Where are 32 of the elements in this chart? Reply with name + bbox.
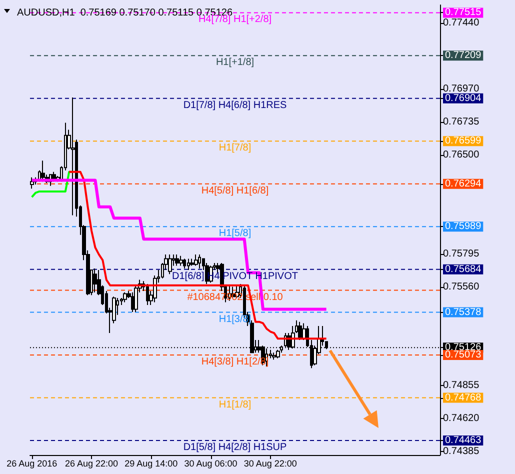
y-tick-label: 0.75684 bbox=[445, 264, 482, 275]
y-tick-label: 0.74385 bbox=[443, 446, 480, 457]
y-tick-label: 0.76904 bbox=[445, 92, 482, 104]
ref-line-label: D1[7/8] H4[6/8] H1RES bbox=[183, 100, 288, 111]
y-tick-label: 0.76294 bbox=[445, 178, 482, 190]
y-tick-label: 0.75989 bbox=[445, 221, 482, 232]
ref-line-label: H4[7/8] H1[+2/8] bbox=[198, 14, 272, 26]
ref-line-label: H1[+1/8] bbox=[216, 57, 254, 68]
y-tick-label: 0.77515 bbox=[445, 7, 482, 18]
y-tick-label: 0.77440 bbox=[443, 18, 480, 29]
x-tick-label: 30 Aug 22:00 bbox=[244, 458, 297, 468]
y-tick-label: 0.77209 bbox=[445, 50, 482, 62]
y-tick-label: 0.75378 bbox=[445, 306, 482, 318]
ref-line-label: H1[5/8] bbox=[218, 228, 252, 240]
ref-line-label: H1[1/8] bbox=[218, 399, 252, 410]
ref-line-label: H1[7/8] bbox=[218, 142, 252, 154]
y-tick-label: 0.75795 bbox=[443, 248, 480, 260]
ref-line-label: H4[5/8] H1[6/8] bbox=[201, 185, 269, 196]
y-tick-label: 0.74768 bbox=[445, 392, 482, 404]
x-tick-label: 26 Aug 22:00 bbox=[64, 458, 118, 468]
ref-line-label: D1[5/8] H4[2/8] H1SUP bbox=[183, 442, 288, 454]
y-tick-label: 0.74855 bbox=[443, 380, 480, 392]
y-tick-label: 0.76500 bbox=[443, 150, 480, 160]
y-tick-label: 0.74463 bbox=[445, 435, 482, 446]
x-tick-label: 30 Aug 06:00 bbox=[184, 458, 238, 468]
y-tick-label: 0.76735 bbox=[443, 116, 480, 128]
y-tick-label: 0.76970 bbox=[443, 84, 480, 95]
y-tick-label: 0.75560 bbox=[443, 281, 480, 292]
y-tick-label: 0.76599 bbox=[445, 136, 482, 147]
x-tick-label: 26 Aug 2016 bbox=[6, 458, 58, 468]
x-tick-label: 29 Aug 14:00 bbox=[124, 458, 178, 468]
y-tick-label: 0.74620 bbox=[443, 413, 480, 424]
